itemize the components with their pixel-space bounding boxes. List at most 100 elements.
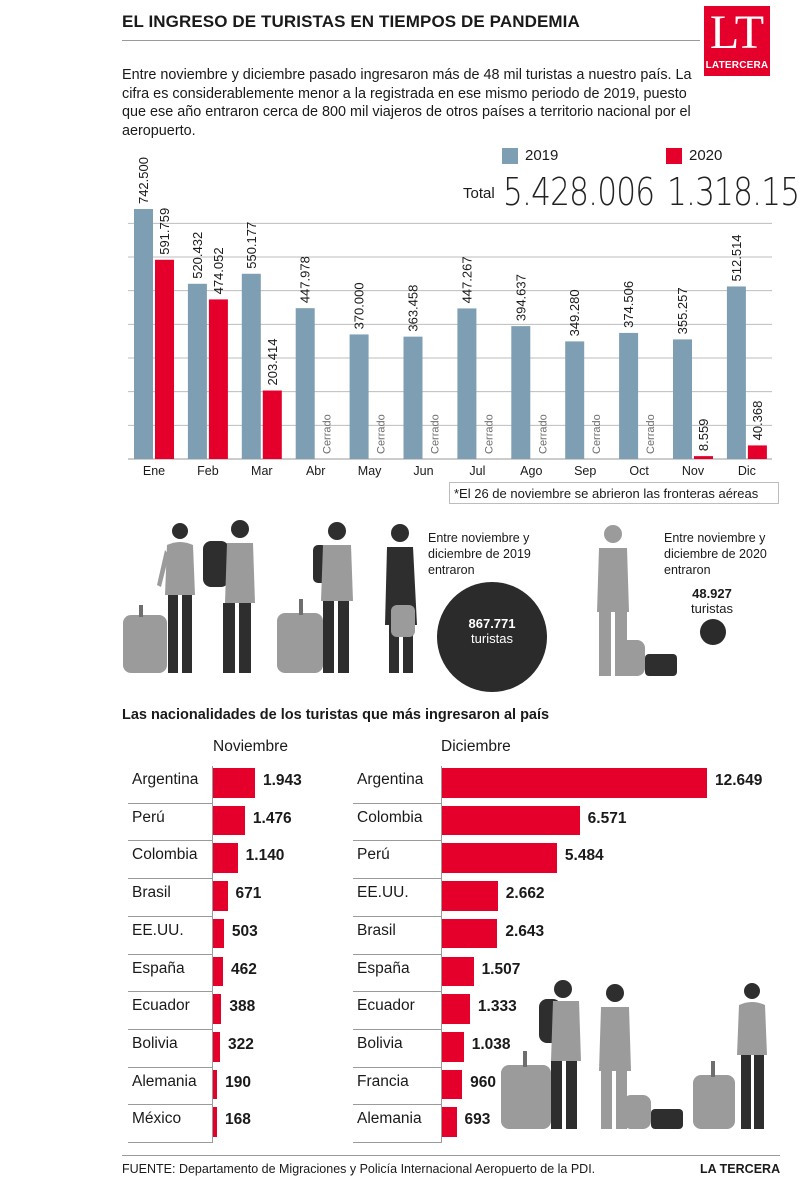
label-2020-may: Cerrado	[376, 414, 388, 454]
summary-2019-number: 867.771	[468, 616, 516, 631]
december-value-label: 12.649	[715, 772, 763, 789]
december-bar	[442, 1107, 457, 1137]
label-2019-may: 370.000	[352, 282, 367, 329]
december-row-divider	[353, 878, 441, 880]
december-bar	[442, 1031, 464, 1062]
december-row-divider	[353, 802, 441, 804]
borders-footnote: *El 26 de noviembre se abrieron las fron…	[449, 482, 779, 504]
november-bar	[213, 805, 245, 836]
logo-wordmark: LATERCERA	[705, 60, 769, 71]
summary-2019-unit: turistas	[471, 631, 513, 646]
november-country-label: España	[132, 959, 185, 977]
november-row-divider	[128, 1028, 212, 1030]
traveler-standing-icon	[599, 984, 683, 1129]
label-2019-oct: 374.506	[621, 281, 636, 328]
page-title: EL INGRESO DE TURISTAS EN TIEMPOS DE PAN…	[122, 12, 580, 31]
december-value-label: 1.333	[477, 998, 517, 1016]
november-row-divider	[128, 840, 212, 842]
november-row-divider	[128, 1142, 212, 1143]
bar-2020-feb	[208, 299, 228, 459]
label-2019-sep: 349.280	[567, 289, 582, 336]
label-2019-ago: 394.637	[513, 274, 528, 321]
label-2020-jun: Cerrado	[430, 414, 442, 454]
monthly-arrivals-chart: 742.500 591.759 Ene 520.432 474.052 Feb 550.17…	[128, 157, 772, 478]
footer-brand: LA TERCERA	[700, 1162, 781, 1176]
december-row-divider	[353, 1104, 441, 1106]
summary-2020-text: Entre noviembre y diciembre de 2020 entr…	[664, 531, 767, 577]
december-value-label: 960	[470, 1073, 496, 1091]
month-label-jun: Jun	[413, 464, 433, 478]
december-country-label: Colombia	[357, 808, 423, 826]
november-bar	[213, 994, 222, 1024]
november-bar	[213, 956, 223, 987]
december-country-label: Argentina	[357, 771, 424, 788]
label-2020-ene: 591.759	[157, 208, 172, 255]
month-label-feb: Feb	[197, 464, 219, 478]
legend-swatch-2020	[666, 148, 682, 164]
label-2019-jun: 363.458	[406, 285, 421, 332]
november-value-label: 503	[231, 922, 258, 940]
bar-2020-mar	[262, 390, 282, 459]
december-row-divider	[353, 991, 441, 993]
title-divider	[122, 40, 700, 41]
brand-logo[interactable]: LT LATERCERA	[704, 6, 770, 76]
december-bar	[442, 1069, 463, 1100]
label-2020-feb: 474.052	[211, 247, 226, 294]
november-country-label: México	[132, 1110, 182, 1128]
november-country-label: Argentina	[132, 771, 199, 788]
december-value-label: 1.038	[471, 1035, 511, 1053]
december-bar	[442, 768, 707, 798]
label-2019-mar: 550.177	[244, 222, 259, 269]
november-bar	[213, 768, 255, 798]
intro-paragraph: Entre noviembre y diciembre pasado ingre…	[122, 67, 692, 139]
bar-2019-abr	[295, 308, 315, 459]
december-row-divider	[353, 953, 441, 955]
november-country-label: Alemania	[132, 1072, 197, 1090]
december-country-label: EE.UU.	[357, 884, 409, 902]
travelers-bottom-illustration	[501, 980, 767, 1129]
traveler-woman-suitcase-icon	[693, 983, 767, 1129]
november-row-divider	[128, 953, 212, 955]
month-label-oct: Oct	[629, 464, 649, 478]
summary-2019-circle: 867.771 turistas	[437, 582, 547, 692]
november-row-divider	[128, 1104, 212, 1106]
november-country-label: Brasil	[132, 884, 171, 902]
december-country-label: Francia	[357, 1072, 409, 1090]
november-country-label: Perú	[132, 808, 165, 826]
december-bar	[442, 805, 580, 836]
december-bar	[442, 881, 498, 911]
november-country-label: EE.UU.	[132, 921, 184, 939]
month-label-ene: Ene	[143, 464, 165, 478]
month-label-sep: Sep	[574, 464, 596, 478]
november-row-divider	[128, 802, 212, 804]
november-value-label: 671	[235, 885, 262, 903]
november-row-divider	[128, 1066, 212, 1068]
label-2019-abr: 447.978	[298, 256, 313, 303]
november-bar	[213, 1107, 217, 1137]
label-2020-ago: Cerrado	[537, 414, 549, 454]
label-2020-dic: 40.368	[750, 401, 765, 441]
month-label-ago: Ago	[520, 464, 542, 478]
november-value-label: 168	[225, 1111, 251, 1129]
november-country-label: Bolivia	[132, 1034, 178, 1052]
december-axis	[441, 766, 442, 1143]
december-country-label: Brasil	[357, 921, 396, 939]
label-2020-abr: Cerrado	[322, 414, 334, 454]
month-label-mar: Mar	[251, 464, 273, 478]
bar-2019-ago	[511, 326, 531, 459]
bar-2019-feb	[187, 283, 207, 459]
legend-label-2019: 2019	[525, 147, 559, 164]
nationalities-title: Las nacionalidades de los turistas que m…	[122, 707, 550, 723]
total-2019: 5.428.006	[503, 170, 655, 214]
label-2019-feb: 520.432	[190, 232, 205, 279]
bar-2019-mar	[241, 273, 261, 459]
december-bar	[442, 843, 557, 874]
november-row-divider	[128, 878, 212, 880]
november-bar	[213, 1069, 218, 1100]
traveler-coat-icon	[385, 524, 417, 673]
december-country-label: Alemania	[357, 1110, 422, 1128]
summary-2019-text: Entre noviembre y diciembre de 2019 entr…	[428, 531, 531, 577]
month-label-jul: Jul	[469, 464, 485, 478]
month-label-dic: Dic	[738, 464, 756, 478]
summary-2020-circle	[700, 619, 726, 645]
